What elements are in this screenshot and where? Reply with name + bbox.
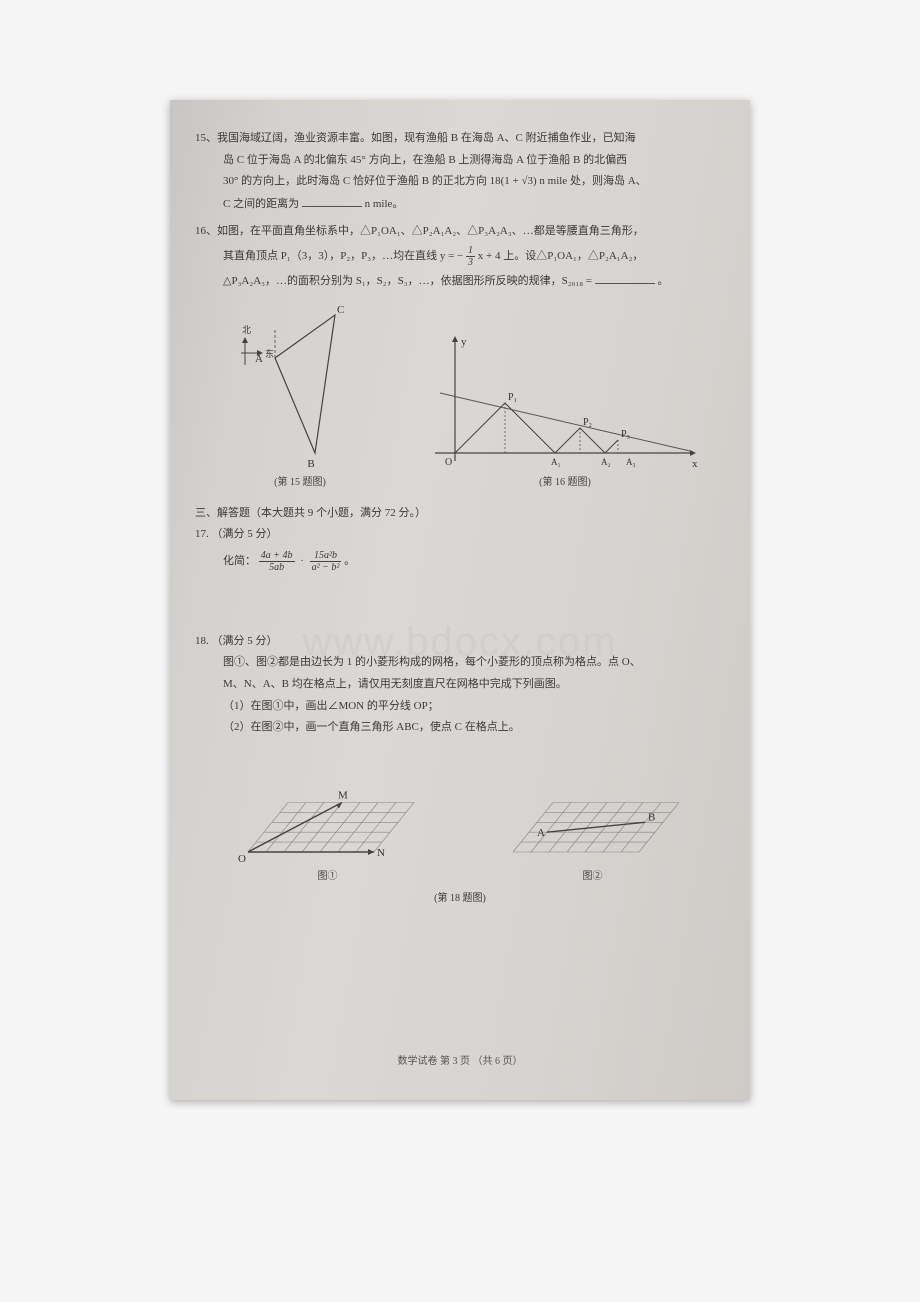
q16: 16、如图，在平面直角坐标系中，△P₁OA₁、△P₂A₁A₂、△P₃A₂A₃、…… (195, 223, 725, 241)
q17: 17. （满分 5 分） (195, 526, 725, 544)
svg-text:N: N (377, 847, 385, 859)
svg-text:A: A (537, 827, 545, 839)
q15-blank (302, 195, 362, 207)
svg-text:A₃: A₃ (626, 457, 636, 467)
svg-text:A₁: A₁ (551, 457, 561, 467)
q16-l3a: △P₃A₂A₃，…的面积分别为 S₁，S₂，S₃，…，依据图形所反映的规律，S₂… (223, 275, 595, 287)
q16-l2a: 其直角顶点 P₁（3，3），P₂，P₃，…均在直线 y = − (223, 250, 463, 262)
q18-number: 18. (195, 633, 209, 651)
q15-line3: 30° 的方向上，此时海岛 C 恰好位于渔船 B 的正北方向 18(1 + √3… (195, 173, 725, 191)
q18-line2: M、N、A、B 均在格点上，请仅用无刻度直尺在网格中完成下列画图。 (195, 676, 725, 694)
q15-line4: C 之间的距离为 n mile。 (195, 195, 725, 214)
q16-l2b: x + 4 上。设△P₁OA₁，△P₂A₁A₂， (478, 250, 644, 262)
svg-text:x: x (692, 458, 698, 470)
q16-line2: 其直角顶点 P₁（3，3），P₂，P₃，…均在直线 y = − 1 3 x + … (195, 245, 725, 268)
svg-text:A₂: A₂ (601, 457, 611, 467)
fig15-svg: 北东A B C (220, 303, 380, 473)
section3-title: 三、解答题（本大题共 9 个小题，满分 72 分。） (195, 505, 725, 523)
q18-sub1: （1）在图①中，画出∠MON 的平分线 OP； (195, 698, 725, 716)
fig16-wrap: y x O P₁ P₂ P₃ A₁ A₂ A₃ (第 16 题图) (430, 333, 700, 491)
fig18-footer-caption: (第 18 题图) (195, 891, 725, 907)
q15-number: 15、 (195, 130, 217, 148)
svg-text:C: C (337, 304, 344, 316)
q17-prompt: 化简： (223, 555, 256, 567)
q16-line1: 如图，在平面直角坐标系中，△P₁OA₁、△P₂A₁A₂、△P₃A₂A₃、…都是等… (217, 225, 644, 237)
fig18a-wrap: O M N 图① (233, 747, 423, 885)
q18: 18. （满分 5 分） (195, 633, 725, 651)
q17-dot: · (297, 555, 307, 567)
q15: 15、我国海域辽阔，渔业资源丰富。如图，现有渔船 B 在海岛 A、C 附近捕鱼作… (195, 130, 725, 148)
figures-row-15-16: 北东A B C (第 15 题图) y x O P₁ P₂ P₃ A₁ A₂ A₃ (第 16 题图… (195, 303, 725, 491)
q17-f2n: 15a²b (310, 550, 342, 562)
fig18b-caption: 图② (498, 869, 688, 885)
fig18b-wrap: AB 图② (498, 747, 688, 885)
q15-line4b: n mile。 (365, 198, 404, 210)
svg-text:O: O (445, 457, 452, 468)
svg-text:北: 北 (242, 325, 251, 335)
fig15-wrap: 北东A B C (第 15 题图) (220, 303, 380, 491)
svg-text:A: A (255, 353, 263, 365)
q16-blank (595, 272, 655, 284)
q15-line1: 我国海域辽阔，渔业资源丰富。如图，现有渔船 B 在海岛 A、C 附近捕鱼作业，已… (217, 132, 636, 144)
q16-line3: △P₃A₂A₃，…的面积分别为 S₁，S₂，S₃，…，依据图形所反映的规律，S₂… (195, 272, 725, 291)
q16-l3b: 。 (658, 275, 669, 287)
svg-text:P₂: P₂ (583, 417, 592, 428)
q17-f2d: a² − b² (310, 562, 342, 573)
svg-text:O: O (238, 853, 246, 865)
fig16-caption: (第 16 题图) (430, 475, 700, 491)
svg-text:B: B (307, 458, 314, 470)
q17-tail: 。 (344, 555, 355, 567)
fig18b-svg: AB (498, 747, 688, 867)
fig15-caption: (第 15 题图) (220, 475, 380, 491)
q17-number: 17. (195, 526, 209, 544)
page-footer: 数学试卷 第 3 页 （共 6 页） (170, 1054, 750, 1070)
exam-page: 15、我国海域辽阔，渔业资源丰富。如图，现有渔船 B 在海岛 A、C 附近捕鱼作… (170, 100, 750, 1100)
svg-text:P₁: P₁ (508, 392, 517, 403)
svg-text:M: M (338, 789, 348, 801)
fig18a-caption: 图① (233, 869, 423, 885)
fig16-svg: y x O P₁ P₂ P₃ A₁ A₂ A₃ (430, 333, 700, 473)
q17-f1d: 5ab (259, 562, 295, 573)
q15-line2: 岛 C 位于海岛 A 的北偏东 45° 方向上，在渔船 B 上测得海岛 A 位于… (195, 152, 725, 170)
q17-body: 化简： 4a + 4b 5ab · 15a²b a² − b² 。 (195, 550, 725, 573)
q16-frac-den: 3 (466, 257, 475, 268)
q17-frac1: 4a + 4b 5ab (259, 550, 295, 573)
svg-text:B: B (648, 811, 655, 823)
q15-line4a: C 之间的距离为 (223, 198, 299, 210)
q18-score: （满分 5 分） (212, 635, 278, 647)
q18-line1: 图①、图②都是由边长为 1 的小菱形构成的网格，每个小菱形的顶点称为格点。点 O… (195, 654, 725, 672)
figures-row-18: OMN 图① AB 图② (195, 747, 725, 885)
fig18a-svg: O M N (233, 747, 423, 867)
q16-frac: 1 3 (466, 245, 475, 268)
q17-frac2: 15a²b a² − b² (310, 550, 342, 573)
q17-score: （满分 5 分） (212, 528, 278, 540)
q18-sub2: （2）在图②中，画一个直角三角形 ABC，使点 C 在格点上。 (195, 719, 725, 737)
svg-text:y: y (461, 336, 467, 348)
q17-f1n: 4a + 4b (259, 550, 295, 562)
svg-text:东: 东 (265, 348, 274, 359)
svg-text:P₃: P₃ (621, 429, 630, 440)
q16-number: 16、 (195, 223, 217, 241)
q16-frac-num: 1 (466, 245, 475, 257)
